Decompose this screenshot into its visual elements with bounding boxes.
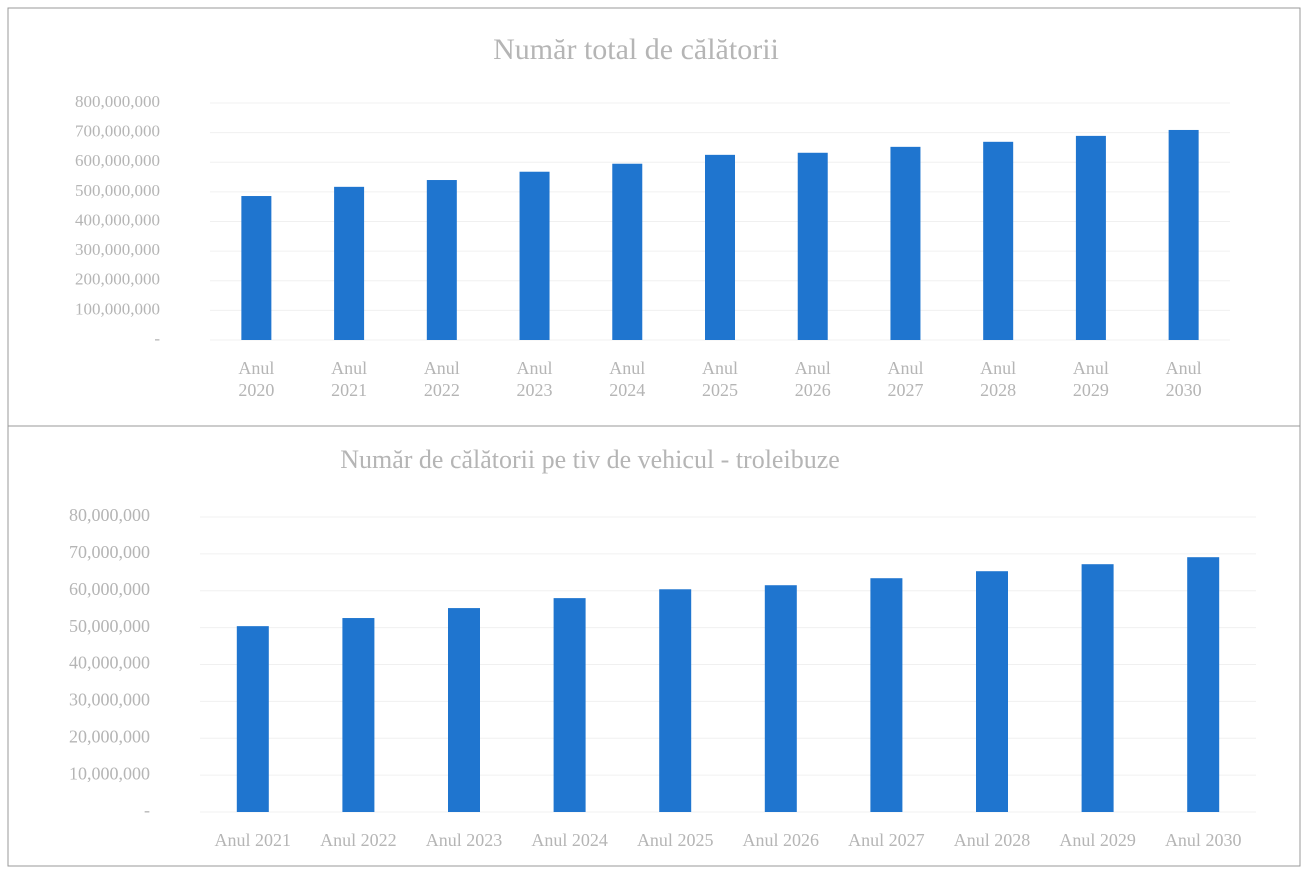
- x-tick-label: Anul 2022: [423, 358, 460, 400]
- y-tick-label: 800,000,000: [75, 92, 160, 111]
- bar: [1075, 135, 1106, 340]
- bar: [870, 578, 903, 812]
- chart-title: Număr de călătorii pe tiv de vehicul - t…: [340, 445, 840, 474]
- y-tick-label: 50,000,000: [69, 616, 150, 636]
- y-tick-label: 400,000,000: [75, 210, 160, 229]
- y-tick-label: 80,000,000: [69, 505, 150, 525]
- y-tick-label: -: [144, 800, 150, 820]
- x-tick-label: Anul 2029: [1059, 830, 1136, 850]
- bar: [241, 196, 272, 340]
- bar: [553, 598, 586, 812]
- x-tick-label: Anul 2026: [743, 830, 820, 850]
- y-tick-label: -: [154, 329, 160, 348]
- x-tick-label: Anul 2023: [426, 830, 503, 850]
- bar: [236, 626, 269, 812]
- x-tick-label: Anul 2027: [848, 830, 925, 850]
- bar: [519, 171, 550, 340]
- bar: [890, 146, 921, 340]
- y-tick-label: 20,000,000: [69, 726, 150, 746]
- chart-frame: [7, 425, 1301, 867]
- bar: [612, 163, 643, 340]
- x-tick-label: Anul 2024: [531, 830, 608, 850]
- x-tick-label: Anul 2026: [794, 358, 831, 400]
- x-tick-label: Anul 2030: [1165, 358, 1202, 400]
- y-tick-label: 40,000,000: [69, 653, 150, 673]
- x-tick-label: Anul 2025: [702, 358, 738, 400]
- x-tick-label: Anul 2027: [887, 358, 924, 400]
- bar: [1168, 129, 1199, 340]
- y-tick-label: 30,000,000: [69, 690, 150, 710]
- bar: [976, 571, 1008, 812]
- y-tick-label: 10,000,000: [69, 763, 150, 783]
- bar: [1081, 564, 1114, 812]
- x-tick-label: Anul 2021: [331, 358, 368, 400]
- bar: [764, 585, 797, 812]
- bar: [342, 618, 375, 812]
- x-tick-label: Anul 2021: [215, 830, 292, 850]
- bar: [659, 589, 692, 812]
- bar: [1187, 557, 1220, 812]
- y-tick-label: 300,000,000: [75, 240, 160, 259]
- bar: [705, 154, 735, 340]
- x-tick-label: Anul 2022: [320, 830, 397, 850]
- bar: [334, 186, 365, 340]
- y-tick-label: 500,000,000: [75, 181, 160, 200]
- x-tick-label: Anul 2029: [1072, 358, 1109, 400]
- bar: [426, 180, 457, 340]
- x-tick-label: Anul 2023: [516, 358, 553, 400]
- y-tick-label: 70,000,000: [69, 542, 150, 562]
- x-tick-label: Anul 2028: [954, 830, 1031, 850]
- chart-title: Număr total de călătorii: [493, 33, 779, 66]
- y-tick-label: 200,000,000: [75, 270, 160, 289]
- bar: [448, 608, 480, 812]
- x-tick-label: Anul 2028: [980, 358, 1017, 400]
- bar: [983, 141, 1014, 340]
- bar: [797, 152, 828, 340]
- y-tick-label: 60,000,000: [69, 579, 150, 599]
- y-tick-label: 700,000,000: [75, 122, 160, 141]
- y-tick-label: 100,000,000: [75, 299, 160, 318]
- y-tick-label: 600,000,000: [75, 151, 160, 170]
- x-tick-label: Anul 2030: [1165, 830, 1242, 850]
- x-tick-label: Anul 2024: [609, 358, 646, 400]
- x-tick-label: Anul 2020: [238, 358, 275, 400]
- x-tick-label: Anul 2025: [637, 830, 714, 850]
